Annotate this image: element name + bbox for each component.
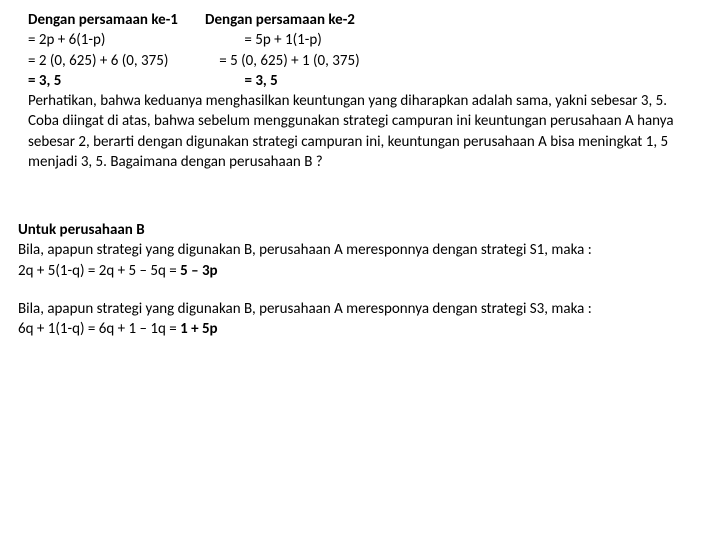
eq2-header: Dengan persamaan ke-2 [205, 11, 355, 29]
b2-eq1b: 1 + 5p [180, 320, 218, 338]
eq1-l1: = 2p + 6(1-p) [28, 31, 105, 49]
eq-line2: = 2 (0, 625) + 6 (0, 375) = 5 (0, 625) +… [28, 51, 692, 71]
b2-line1: Bila, apapun strategi yang digunakan B, … [18, 299, 692, 319]
equations-block: Dengan persamaan ke-1 Dengan persamaan k… [28, 10, 692, 172]
paragraph1: Perhatikan, bahwa keduanya menghasilkan … [28, 91, 692, 172]
eq1-l2: = 2 (0, 625) + 6 (0, 375) [28, 52, 168, 70]
b-line1: Bila, apapun strategi yang digunakan B, … [18, 240, 692, 260]
b-eq1a: 2q + 5(1-q) = 2q + 5 – 5q = [18, 262, 180, 280]
b-title: Untuk perusahaan B [18, 220, 692, 240]
eq1-header: Dengan persamaan ke-1 [28, 11, 178, 29]
companyB-block2: Bila, apapun strategi yang digunakan B, … [18, 299, 692, 340]
eq-line3: = 3, 5 = 3, 5 [28, 71, 692, 91]
companyB-block1: Untuk perusahaan B Bila, apapun strategi… [18, 220, 692, 281]
gap3 [168, 52, 219, 70]
eq2-l2: = 5 (0, 625) + 1 (0, 375) [219, 52, 359, 70]
gap2 [105, 31, 244, 49]
b-eq1b: 5 – 3p [180, 262, 218, 280]
gap1 [178, 11, 205, 29]
b2-eq1a: 6q + 1(1-q) = 6q + 1 – 1q = [18, 320, 180, 338]
eq2-l3: = 3, 5 [244, 72, 277, 90]
gap4 [61, 72, 244, 90]
b-line2: 2q + 5(1-q) = 2q + 5 – 5q = 5 – 3p [18, 261, 692, 281]
eq-headers: Dengan persamaan ke-1 Dengan persamaan k… [28, 10, 692, 30]
document-root: Dengan persamaan ke-1 Dengan persamaan k… [0, 0, 720, 339]
b2-line2: 6q + 1(1-q) = 6q + 1 – 1q = 1 + 5p [18, 319, 692, 339]
eq-line1: = 2p + 6(1-p) = 5p + 1(1-p) [28, 30, 692, 50]
eq1-l3: = 3, 5 [28, 72, 61, 90]
eq2-l1: = 5p + 1(1-p) [244, 31, 321, 49]
